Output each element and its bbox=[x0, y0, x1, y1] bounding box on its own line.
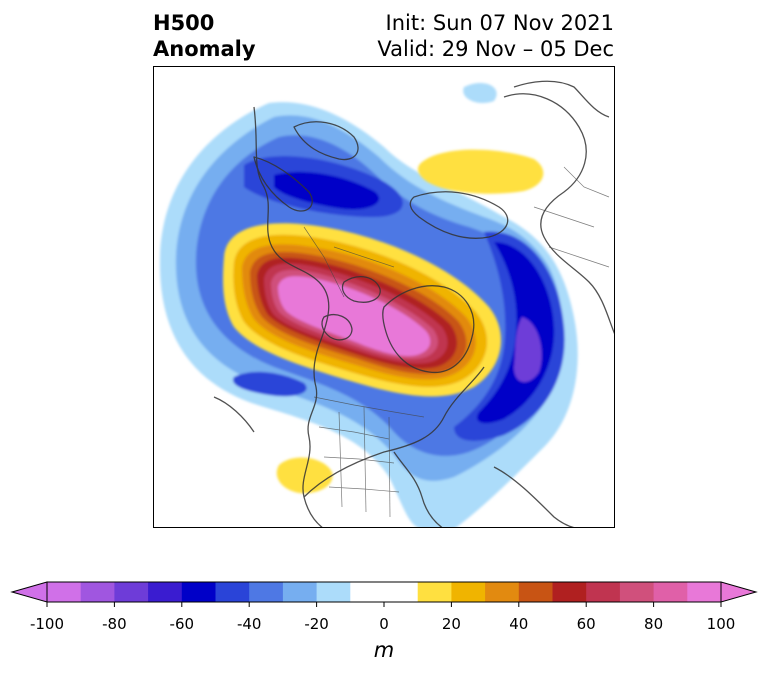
colorbar-tick-label: 0 bbox=[379, 615, 389, 633]
colorbar: -100 -80 -60 -40 -20 0 20 40 60 80 100 m bbox=[0, 575, 768, 670]
colorbar-tick-label: 40 bbox=[509, 615, 529, 633]
colorbar-units: m bbox=[373, 638, 395, 662]
colorbar-segment bbox=[249, 582, 284, 602]
colorbar-segment bbox=[114, 582, 149, 602]
colorbar-tick-label: -80 bbox=[102, 615, 127, 633]
positive-anomaly-center bbox=[223, 149, 544, 494]
colorbar-segment bbox=[586, 582, 621, 602]
plot-title-left: H500 Anomaly bbox=[153, 10, 256, 62]
colorbar-segment bbox=[552, 582, 587, 602]
map-canvas bbox=[159, 80, 614, 527]
coastlines bbox=[213, 80, 614, 527]
colorbar-tick-label: 20 bbox=[441, 615, 461, 633]
colorbar-segment bbox=[282, 582, 318, 602]
colorbar-tick-label: -20 bbox=[304, 615, 329, 633]
colorbar-tick-label: -60 bbox=[169, 615, 195, 633]
colorbar-segment bbox=[619, 582, 655, 602]
colorbar-segment bbox=[451, 582, 486, 602]
colorbar-segment bbox=[384, 582, 419, 602]
colorbar-segment bbox=[485, 582, 520, 602]
colorbar-segment bbox=[316, 582, 351, 602]
colorbar-segment bbox=[80, 582, 115, 602]
colorbar-segment bbox=[148, 582, 183, 602]
colorbar-tick-label: 60 bbox=[576, 615, 596, 633]
colorbar-segment bbox=[687, 582, 722, 602]
init-date: Init: Sun 07 Nov 2021 bbox=[385, 11, 614, 35]
anomaly-map bbox=[153, 66, 615, 528]
colorbar-max-extension bbox=[720, 581, 758, 603]
title-field: Anomaly bbox=[153, 37, 256, 61]
title-variable: H500 bbox=[153, 11, 215, 35]
colorbar-tick-label: 100 bbox=[706, 615, 736, 633]
colorbar-segment bbox=[518, 582, 553, 602]
colorbar-segment bbox=[350, 582, 385, 602]
colorbar-segment bbox=[417, 582, 452, 602]
colorbar-min-extension bbox=[10, 581, 48, 603]
political-borders bbox=[303, 166, 610, 518]
colorbar-strip bbox=[10, 581, 758, 607]
colorbar-segment bbox=[215, 582, 250, 602]
colorbar-segment bbox=[181, 582, 216, 602]
colorbar-segment bbox=[653, 582, 688, 602]
colorbar-tick-label: 80 bbox=[644, 615, 664, 633]
colorbar-segment bbox=[47, 582, 82, 602]
colorbar-tick-label: -100 bbox=[29, 615, 65, 633]
colorbar-tick-label: -40 bbox=[236, 615, 262, 633]
valid-range: Valid: 29 Nov – 05 Dec bbox=[377, 37, 614, 61]
plot-title-right: Init: Sun 07 Nov 2021 Valid: 29 Nov – 05… bbox=[377, 10, 614, 62]
